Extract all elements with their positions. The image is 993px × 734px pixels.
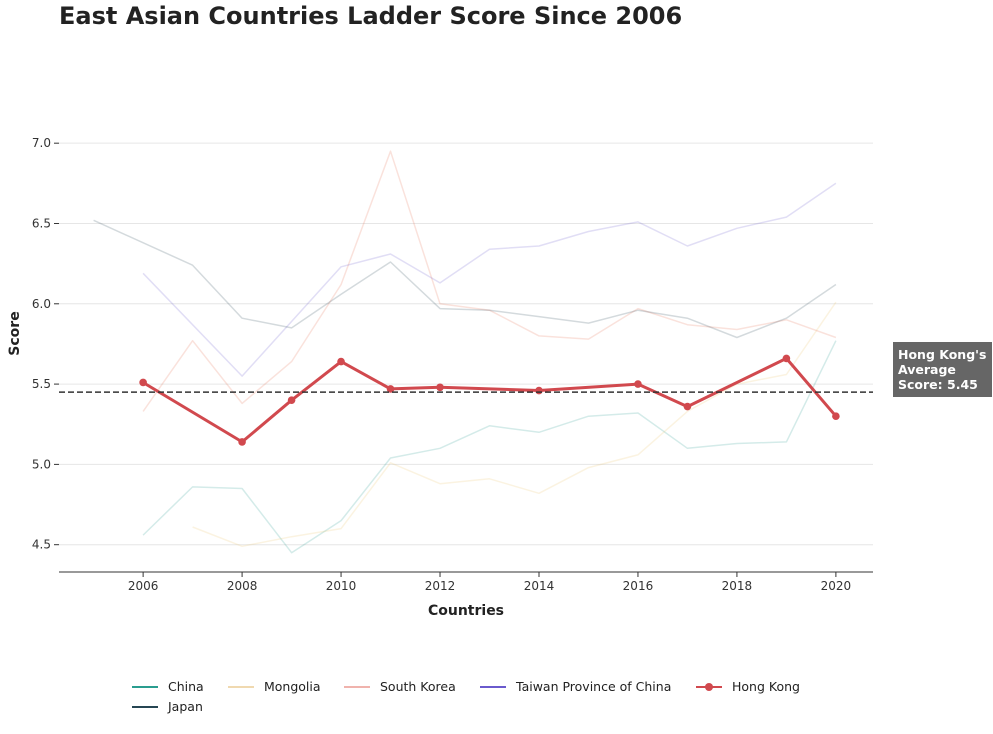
series-line-china — [142, 340, 837, 554]
legend-swatch — [132, 702, 158, 712]
legend-item: Japan — [132, 699, 203, 714]
chart-legend: China Mongolia South Korea Taiwan Province … — [132, 679, 832, 719]
y-tick-label: 5.5 — [32, 377, 51, 391]
y-tick-label: 4.5 — [32, 538, 51, 552]
x-tick-label: 2020 — [821, 579, 852, 593]
chart-title: East Asian Countries Ladder Score Since … — [59, 2, 683, 30]
legend-label: Japan — [168, 699, 203, 714]
legend-label: Mongolia — [264, 679, 321, 694]
legend-swatch — [228, 682, 254, 692]
series-line-south-korea — [142, 150, 837, 412]
data-point-hong-kong — [337, 357, 345, 366]
legend-item: China — [132, 679, 204, 694]
data-point-hong-kong — [238, 438, 246, 446]
legend-swatch — [480, 682, 506, 692]
legend-label: China — [168, 679, 204, 694]
data-point-hong-kong — [683, 402, 692, 411]
average-annotation: Hong Kong's Average Score: 5.45 — [893, 342, 992, 397]
y-tick-label: 5.0 — [32, 457, 51, 471]
x-tick-label: 2008 — [227, 579, 258, 593]
data-point-hong-kong — [634, 380, 642, 388]
data-point-hong-kong — [139, 378, 147, 387]
y-tick-label: 6.0 — [32, 297, 51, 311]
x-tick-label: 2018 — [722, 579, 753, 593]
series-line-mongolia — [192, 301, 837, 548]
data-point-hong-kong — [436, 383, 444, 392]
x-tick-label: 2012 — [425, 579, 456, 593]
data-point-hong-kong — [287, 396, 296, 404]
legend-label: South Korea — [380, 679, 456, 694]
legend-label: Taiwan Province of China — [516, 679, 672, 694]
data-point-hong-kong — [386, 385, 395, 393]
series-line-japan — [93, 219, 837, 339]
x-tick-label: 2014 — [524, 579, 555, 593]
legend-item: South Korea — [344, 679, 456, 694]
data-point-hong-kong — [832, 412, 840, 421]
legend-swatch — [696, 682, 722, 692]
x-axis-label: Countries — [428, 603, 504, 619]
legend-item: Mongolia — [228, 679, 321, 694]
legend-item: Taiwan Province of China — [480, 679, 671, 694]
legend-swatch — [344, 682, 370, 692]
y-tick-label: 7.0 — [32, 136, 51, 150]
data-point-hong-kong — [535, 386, 543, 395]
series-line-taiwan-province-of-china — [142, 182, 837, 377]
y-tick-label: 6.5 — [32, 216, 51, 230]
y-axis-label: Score — [7, 311, 23, 355]
legend-label: Hong Kong — [732, 679, 800, 694]
legend-item: Hong Kong — [696, 679, 800, 694]
x-tick-label: 2010 — [326, 579, 357, 593]
data-point-hong-kong — [782, 354, 791, 363]
x-tick-label: 2016 — [623, 579, 654, 593]
x-tick-label: 2006 — [128, 579, 159, 593]
legend-swatch — [132, 682, 158, 692]
